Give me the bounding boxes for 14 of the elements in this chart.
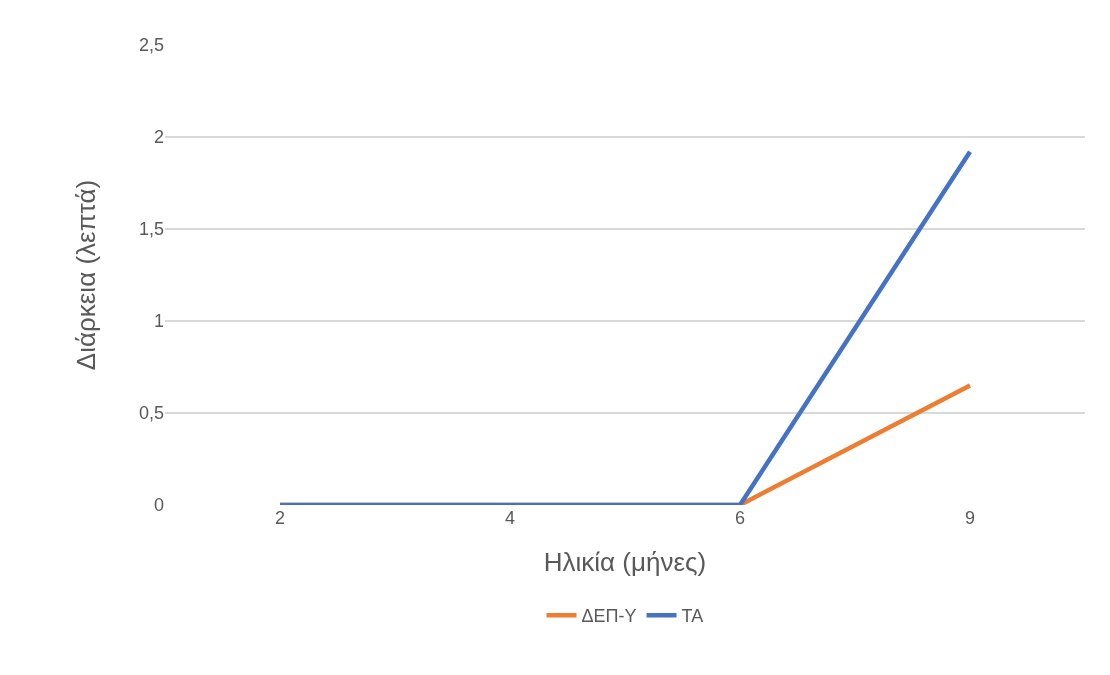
y-tick-label: 2 xyxy=(153,127,164,148)
y-tick-label: 0 xyxy=(153,495,164,516)
y-tick-label: 1 xyxy=(153,311,164,332)
y-tick-label: 2,5 xyxy=(138,35,164,56)
x-tick-label: 2 xyxy=(274,508,286,528)
x-axis-title: Ηλικία (μήνες) xyxy=(543,546,707,577)
y-tick-label: 1,5 xyxy=(138,219,164,240)
x-tick-label: 9 xyxy=(964,508,976,528)
x-tick-label: 6 xyxy=(734,508,746,528)
legend-label: ΤΑ xyxy=(681,606,704,627)
y-axis-title: Διάρκεια (λεπτά) xyxy=(71,179,102,371)
legend-label: ΔΕΠ-Υ xyxy=(581,606,637,627)
x-tick-label: 4 xyxy=(504,508,516,528)
y-tick-label: 0,5 xyxy=(138,403,164,424)
